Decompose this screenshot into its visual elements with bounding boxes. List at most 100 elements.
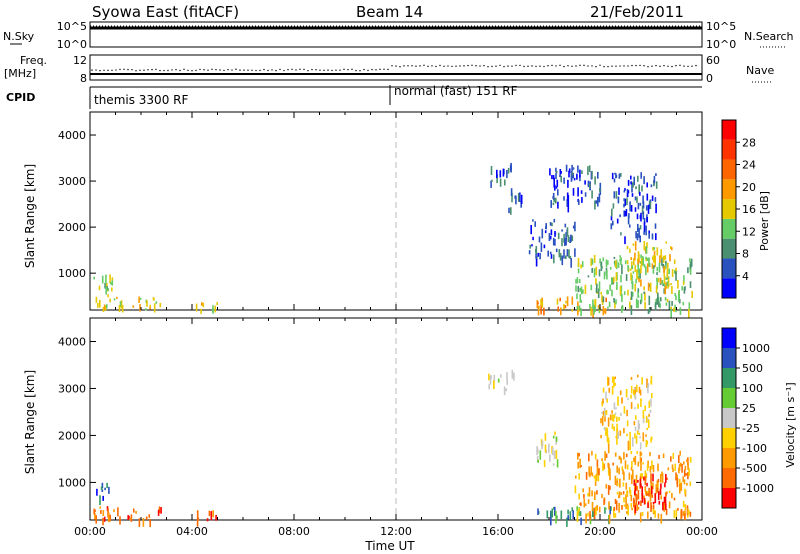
data-cell	[99, 506, 102, 509]
data-cell	[654, 302, 657, 311]
data-cell	[609, 414, 612, 421]
data-cell	[679, 299, 681, 304]
data-cell	[658, 262, 661, 273]
data-cell	[689, 456, 692, 461]
data-cell	[682, 511, 685, 517]
data-cell	[106, 482, 108, 489]
data-cell	[532, 219, 534, 222]
data-cell	[588, 487, 591, 497]
data-cell	[196, 510, 199, 521]
data-cell	[506, 372, 508, 380]
data-cell	[511, 192, 513, 203]
data-cell	[553, 254, 555, 264]
data-cell	[552, 202, 555, 205]
colorbar-swatch	[722, 368, 736, 388]
data-cell	[513, 372, 515, 381]
data-cell	[646, 257, 649, 261]
data-cell	[106, 304, 108, 309]
data-cell	[626, 409, 628, 417]
data-cell	[599, 182, 602, 192]
data-cell	[617, 482, 619, 486]
data-cell	[614, 376, 616, 379]
colorbar-swatch	[722, 238, 736, 259]
data-cell	[680, 482, 683, 491]
data-cell	[564, 238, 566, 246]
data-cell	[634, 196, 637, 201]
data-cell	[627, 216, 630, 225]
data-cell	[603, 308, 606, 313]
data-cell	[626, 189, 629, 198]
data-cell	[565, 255, 567, 259]
data-cell	[630, 451, 633, 454]
data-cell	[555, 167, 557, 172]
data-cell	[643, 241, 646, 251]
data-cell	[671, 247, 673, 251]
data-cell	[659, 277, 662, 284]
data-cell	[569, 511, 572, 520]
data-cell	[539, 450, 542, 460]
data-cell	[96, 488, 98, 496]
data-cell	[639, 215, 642, 219]
data-cell	[683, 479, 686, 485]
data-cell	[625, 274, 628, 281]
data-cell	[569, 255, 572, 259]
data-cell	[679, 307, 682, 315]
data-cell	[650, 375, 653, 385]
data-cell	[639, 389, 642, 396]
data-cell	[637, 175, 639, 182]
station-title: Syowa East (fitACF)	[92, 3, 239, 21]
data-cell	[656, 277, 658, 282]
data-cell	[637, 258, 639, 262]
data-cell	[604, 414, 606, 422]
data-cell	[149, 304, 151, 307]
data-cell	[684, 513, 686, 520]
data-cell	[559, 174, 561, 178]
data-cell	[677, 508, 679, 511]
y-tick-label: 1000	[58, 267, 86, 280]
data-cell	[591, 267, 593, 273]
data-cell	[648, 200, 651, 205]
data-cell	[575, 475, 577, 479]
data-cell	[564, 305, 567, 309]
data-cell	[643, 218, 646, 225]
data-cell	[608, 514, 611, 524]
data-cell	[609, 471, 611, 481]
colorbar-tick-label: 500	[742, 362, 763, 375]
data-cell	[611, 172, 614, 180]
data-cell	[111, 287, 113, 292]
data-cell	[549, 168, 551, 176]
data-cell	[617, 396, 619, 406]
colorbar-swatch	[722, 199, 736, 219]
data-cell	[615, 299, 617, 305]
data-cell	[605, 297, 607, 303]
data-cell	[667, 285, 669, 289]
data-cell	[102, 510, 105, 516]
data-cell	[624, 188, 626, 191]
data-cell	[663, 501, 665, 512]
data-cell	[113, 298, 116, 301]
data-cell	[520, 204, 522, 208]
data-cell	[551, 508, 554, 518]
data-cell	[635, 231, 637, 239]
data-cell	[637, 506, 640, 510]
data-cell	[630, 305, 633, 315]
data-cell	[660, 483, 662, 489]
data-cell	[631, 274, 633, 284]
data-cell	[637, 490, 640, 500]
data-cell	[665, 492, 667, 497]
data-cell	[603, 498, 605, 505]
colorbar-swatch	[722, 488, 736, 508]
data-cell	[639, 451, 642, 457]
data-cell	[639, 225, 642, 230]
data-cell	[631, 460, 633, 468]
data-cell	[497, 378, 500, 383]
data-cell	[682, 500, 685, 508]
data-cell	[678, 290, 680, 300]
data-cell	[645, 258, 647, 262]
data-cell	[595, 200, 597, 204]
data-cell	[645, 246, 648, 254]
data-cell	[657, 292, 659, 302]
data-cell	[552, 435, 555, 439]
data-cell	[155, 301, 158, 304]
data-cell	[644, 486, 647, 492]
